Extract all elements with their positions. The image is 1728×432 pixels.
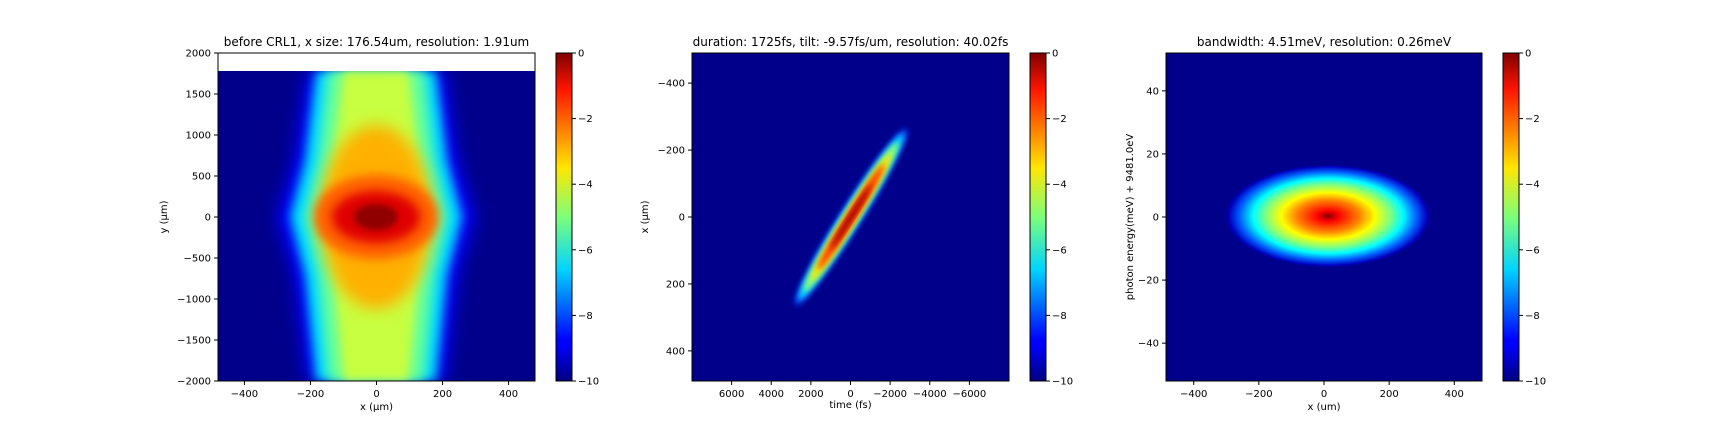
panel3-cbar-tick-label: −8 <box>1525 311 1540 322</box>
panel2-xtick-label: 0 <box>847 389 853 400</box>
panel3-cbar-tick-label: 0 <box>1525 49 1531 60</box>
panel2-ytick-label: 0 <box>679 213 685 224</box>
panel3-cbar-tick-label: −6 <box>1525 245 1540 256</box>
panel2-cbar-tick-label: −8 <box>1052 311 1067 322</box>
panel1-title: before CRL1, x size: 176.54um, resolutio… <box>224 35 530 49</box>
panel3-colorbar-ticks: −10 −8 −6 −4 −2 0 <box>1519 49 1546 388</box>
panel1-colorbar-bar <box>555 52 573 382</box>
panel3-xtick-label: 200 <box>1380 389 1399 400</box>
panel2-xlabel: time (fs) <box>829 400 871 411</box>
panel3-ytick-label: 40 <box>1146 86 1159 97</box>
panel3-cbar-tick-label: −4 <box>1525 180 1540 191</box>
panel2-ylabel: x (μm) <box>640 200 651 233</box>
panel1-ytick-label: −1000 <box>177 295 211 306</box>
panel1-xtick-label: −400 <box>231 389 258 400</box>
panel2-xtick-label: −2000 <box>873 389 907 400</box>
panel1-xtick-label: 200 <box>433 389 452 400</box>
panel1-cbar-tick-label: 0 <box>578 49 584 60</box>
panel2-axes: 6000 4000 2000 0 −2000 −4000 −6000−400−2000200… <box>658 79 987 400</box>
panel2-colorbar-ticks: −10 −8 −6 −4 −2 0 <box>1046 49 1073 388</box>
panel2-cbar-tick-label: −10 <box>1052 377 1073 388</box>
panel3-heatmap <box>1166 53 1482 381</box>
panel1-xtick-label: 0 <box>373 389 379 400</box>
panel1-ytick-label: 500 <box>192 172 211 183</box>
panel3-xtick-label: −400 <box>1180 389 1207 400</box>
panel1-ytick-label: 1000 <box>186 131 211 142</box>
panel2-cbar-tick-label: −6 <box>1052 245 1067 256</box>
panel3-ytick-label: 20 <box>1146 149 1159 160</box>
panel1-xlabel: x (μm) <box>360 402 393 413</box>
panel1-colorbar-ticks: −10 −8 −6 −4 −2 0 <box>572 49 599 388</box>
panel3-ylabel: photon energy(meV) + 9481.0eV <box>1125 134 1136 301</box>
panel2-cbar-tick-label: 0 <box>1052 49 1058 60</box>
panel1-cbar-tick-label: −10 <box>578 377 599 388</box>
panel2-cbar-tick-label: −4 <box>1052 180 1067 191</box>
panel2-colorbar: −10 −8 −6 −4 −2 0 <box>1029 49 1073 388</box>
panel3-ytick-label: −40 <box>1138 339 1159 350</box>
panel2-title: duration: 1725fs, tilt: -9.57fs/um, reso… <box>693 35 1009 49</box>
panel-before-crl1: before CRL1, x size: 176.54um, resolutio… <box>159 35 536 413</box>
panel1-cbar-tick-label: −2 <box>578 114 593 125</box>
panel3-xlabel: x (um) <box>1308 402 1341 413</box>
panel1-cbar-tick-label: −8 <box>578 311 593 322</box>
panel1-ytick-label: 1500 <box>186 90 211 101</box>
panel1-ylabel: y (μm) <box>159 200 170 233</box>
panel1-xtick-label: −200 <box>297 389 324 400</box>
panel1-ytick-label: −2000 <box>177 377 211 388</box>
panel3-xtick-label: −200 <box>1245 389 1272 400</box>
panel3-cbar-tick-label: −10 <box>1525 377 1546 388</box>
panel3-colorbar-bar <box>1502 52 1520 382</box>
panel1-heatmap <box>218 53 535 381</box>
panel1-ytick-label: −1500 <box>177 336 211 347</box>
panel-bandwidth: bandwidth: 4.51meV, resolution: 0.26meV … <box>1125 35 1483 413</box>
panel2-xtick-label: −6000 <box>952 389 986 400</box>
panel2-ytick-label: 200 <box>666 279 685 290</box>
panel1-cbar-tick-label: −4 <box>578 180 593 191</box>
panel2-ytick-label: −400 <box>658 79 685 90</box>
panel1-ytick-label: −500 <box>184 254 211 265</box>
panel3-cbar-tick-label: −2 <box>1525 114 1540 125</box>
panel2-xtick-label: 6000 <box>719 389 744 400</box>
panel2-xtick-label: 4000 <box>759 389 784 400</box>
panel3-xtick-label: 400 <box>1445 389 1464 400</box>
panel1-cbar-tick-label: −6 <box>578 245 593 256</box>
panel2-xtick-label: 2000 <box>798 389 823 400</box>
panel2-xtick-label: −4000 <box>913 389 947 400</box>
panel3-title: bandwidth: 4.51meV, resolution: 0.26meV <box>1197 35 1452 49</box>
panel3-ytick-label: 0 <box>1153 213 1159 224</box>
panel3-ytick-label: −20 <box>1138 276 1159 287</box>
panel1-xtick-label: 400 <box>499 389 518 400</box>
panel2-ytick-label: −200 <box>658 146 685 157</box>
panel-duration-tilt: duration: 1725fs, tilt: -9.57fs/um, reso… <box>640 35 1010 411</box>
panel2-cbar-tick-label: −2 <box>1052 114 1067 125</box>
panel2-colorbar-bar <box>1029 52 1047 382</box>
panel3-xtick-label: 0 <box>1321 389 1327 400</box>
panel2-heatmap <box>692 53 1009 381</box>
panel2-ytick-label: 400 <box>666 346 685 357</box>
panel1-ytick-label: 0 <box>205 213 211 224</box>
panel1-ytick-label: 2000 <box>186 49 211 60</box>
panel1-no-data-band <box>218 53 535 71</box>
panel1-colorbar: −10 −8 −6 −4 −2 0 <box>555 49 599 388</box>
panel3-colorbar: −10 −8 −6 −4 −2 0 <box>1502 49 1546 388</box>
panel1-axes: −400 −200 0 200 400−2000−1500−1000−500050010… <box>177 49 518 401</box>
